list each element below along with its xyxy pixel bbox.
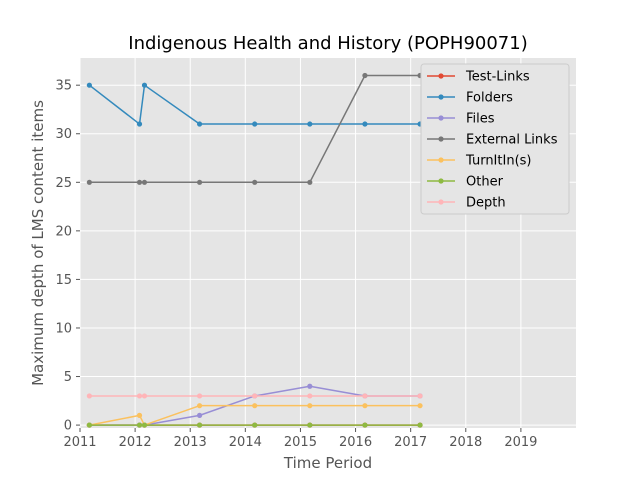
chart-title: Indigenous Health and History (POPH90071… [128, 33, 527, 54]
legend-label-test-links: Test-Links [465, 70, 530, 85]
x-tick-label: 2013 [174, 435, 207, 450]
data-point-external-links [86, 179, 92, 185]
data-point-external-links [362, 72, 368, 79]
data-point-external-links [136, 179, 143, 185]
data-point-folders [141, 82, 148, 88]
legend-marker-folders [438, 94, 444, 100]
x-tick-label: 2018 [449, 435, 482, 450]
legend-label-depth: Depth [466, 196, 506, 211]
data-point-other [252, 422, 258, 428]
y-tick-label: 35 [55, 79, 72, 94]
data-point-depth [362, 393, 368, 399]
y-tick-label: 5 [64, 370, 72, 385]
data-point-depth [136, 393, 143, 399]
data-point-folders [307, 121, 313, 127]
data-point-folders [86, 82, 92, 88]
data-point-turnitin-s [307, 403, 313, 409]
legend-label-folders: Folders [466, 91, 513, 106]
data-point-external-links [252, 179, 258, 185]
data-point-external-links [307, 179, 313, 185]
x-tick-label: 2011 [63, 435, 96, 450]
x-tick-label: 2012 [119, 435, 152, 450]
data-point-other [307, 422, 313, 428]
series-depth [86, 393, 423, 399]
data-point-files [196, 412, 203, 418]
series-turnitin-s [86, 403, 423, 428]
data-point-turnitin-s [196, 403, 203, 409]
y-tick-label: 10 [55, 321, 72, 336]
data-point-depth [196, 393, 203, 399]
data-point-turnitin-s [252, 403, 258, 409]
series-other [86, 422, 423, 428]
data-point-depth [252, 393, 258, 399]
legend-marker-depth [438, 199, 444, 205]
y-tick-label: 30 [55, 127, 72, 142]
x-axis: 2011 2012 2013 2014 2015 2016 2017 2018 2019 [63, 428, 537, 450]
y-axis-label: Maximum depth of LMS content items [29, 100, 47, 386]
x-tick-label: 2017 [394, 435, 427, 450]
y-tick-label: 15 [55, 273, 72, 288]
data-point-other [136, 422, 143, 428]
x-axis-label: Time Period [283, 454, 372, 472]
y-axis: 0 5 10 15 20 25 30 35 [55, 79, 80, 434]
legend-box [420, 63, 570, 215]
y-tick-label: 20 [55, 224, 72, 239]
data-point-depth [307, 393, 313, 399]
data-point-other [417, 422, 423, 428]
data-point-folders [196, 121, 203, 127]
data-point-depth [417, 393, 423, 399]
data-point-other [141, 422, 148, 428]
legend-marker-other [438, 178, 444, 184]
x-tick-label: 2014 [229, 435, 262, 450]
data-point-other [196, 422, 203, 428]
data-point-depth [86, 393, 92, 399]
data-point-turnitin-s [136, 412, 143, 418]
data-point-turnitin-s [362, 403, 368, 409]
legend-marker-turnitin-s [438, 157, 444, 163]
x-tick-label: 2015 [284, 435, 317, 450]
legend-marker-files [438, 115, 444, 121]
data-point-folders [252, 121, 258, 127]
legend-label-other: Other [466, 175, 504, 190]
data-point-other [86, 422, 92, 428]
data-point-folders [136, 121, 143, 127]
series-group [86, 72, 423, 428]
y-tick-label: 25 [55, 176, 72, 191]
legend-label-files: Files [466, 112, 495, 127]
x-tick-label: 2016 [339, 435, 372, 450]
data-point-depth [141, 393, 148, 399]
legend-label-external-links: External Links [466, 133, 558, 148]
series-line-folders [88, 84, 421, 125]
data-point-external-links [196, 179, 203, 185]
data-point-folders [362, 121, 368, 127]
x-tick-label: 2019 [504, 435, 537, 450]
data-point-external-links [141, 179, 148, 185]
y-tick-label: 0 [64, 419, 72, 434]
data-point-turnitin-s [417, 403, 423, 409]
legend-marker-test-links [438, 73, 444, 79]
data-point-other [362, 422, 368, 428]
data-point-files [307, 383, 313, 389]
legend-label-turnitin-s: TurnItIn(s) [465, 154, 531, 169]
legend-marker-external-links [438, 136, 444, 142]
legend: Test-Links Folders Files External Links Turn… [420, 63, 570, 215]
